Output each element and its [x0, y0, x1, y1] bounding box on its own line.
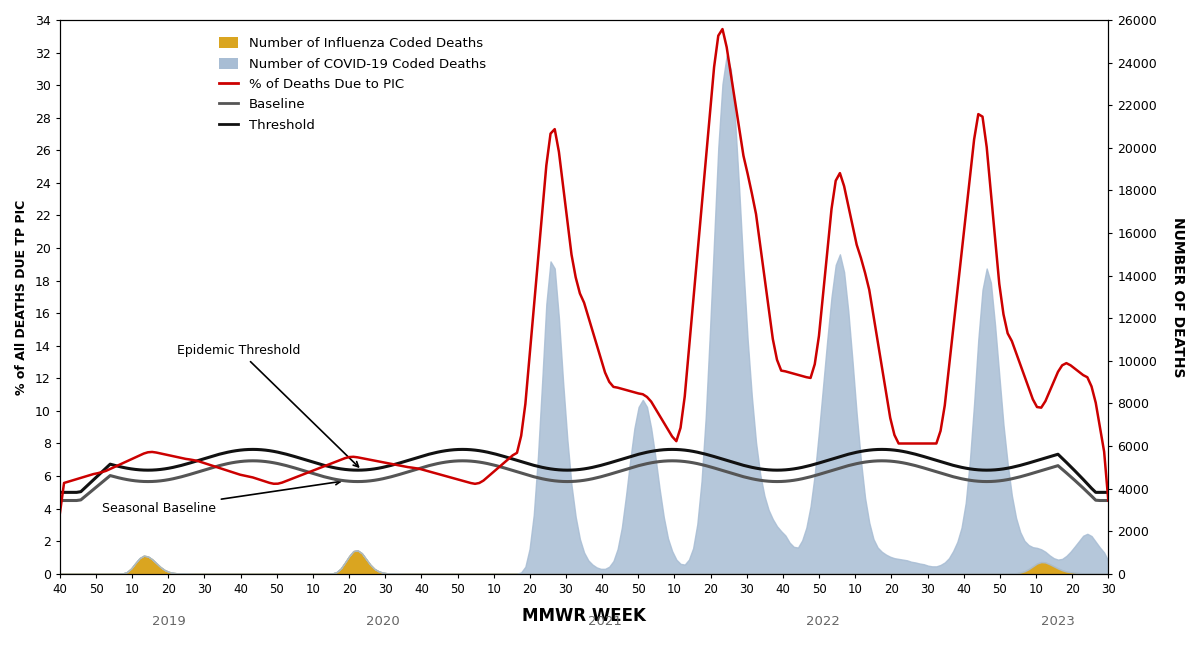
Y-axis label: NUMBER OF DEATHS: NUMBER OF DEATHS [1171, 217, 1186, 377]
Text: 2023: 2023 [1042, 614, 1075, 628]
Text: 2019: 2019 [152, 614, 186, 628]
Text: 2022: 2022 [806, 614, 840, 628]
Legend: Number of Influenza Coded Deaths, Number of COVID-19 Coded Deaths, % of Deaths D: Number of Influenza Coded Deaths, Number… [214, 32, 491, 137]
Text: 2020: 2020 [366, 614, 400, 628]
Text: Seasonal Baseline: Seasonal Baseline [102, 480, 341, 515]
X-axis label: MMWR WEEK: MMWR WEEK [522, 607, 646, 625]
Text: 2021: 2021 [588, 614, 622, 628]
Y-axis label: % of All DEATHS DUE TP PIC: % of All DEATHS DUE TP PIC [14, 199, 28, 394]
Text: Epidemic Threshold: Epidemic Threshold [178, 344, 359, 467]
